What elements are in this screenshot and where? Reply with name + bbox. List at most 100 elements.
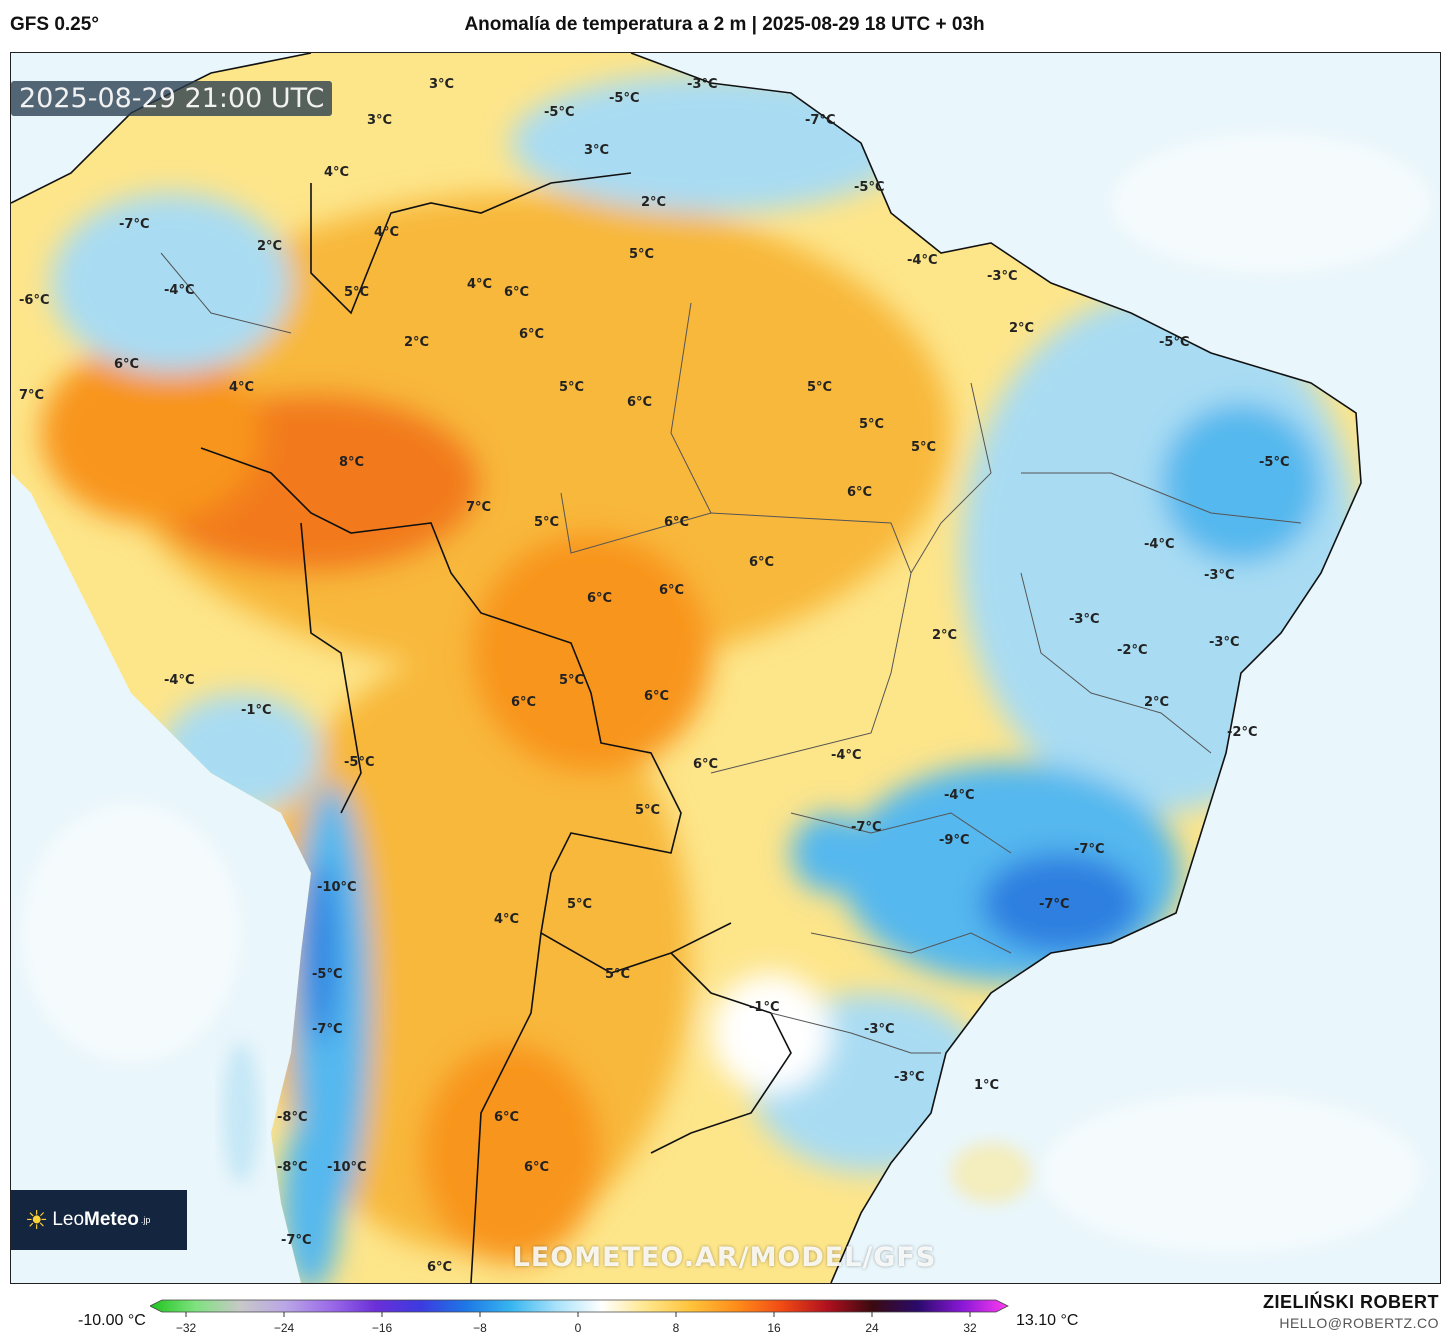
logo-brand-light: Leo	[52, 1209, 85, 1230]
state-borders	[160, 252, 1302, 1054]
contour-label: -7°C	[851, 820, 881, 835]
contour-label: 2°C	[257, 239, 282, 254]
contour-label: 6°C	[644, 689, 669, 704]
logo-brand-bold: Meteo	[84, 1209, 139, 1230]
contour-label: 4°C	[324, 165, 349, 180]
contour-label: -5°C	[1259, 455, 1289, 470]
contour-label: 5°C	[635, 803, 660, 818]
contour-label: 5°C	[629, 247, 654, 262]
contour-label: 7°C	[466, 500, 491, 515]
contour-label: 5°C	[859, 417, 884, 432]
contour-label: -5°C	[344, 755, 374, 770]
colorbar: −32 −24 −16 −8 0 8 16 24 32	[150, 1299, 1009, 1335]
colorbar-tick-label: 8	[673, 1321, 680, 1335]
colorbar-ticks: −32 −24 −16 −8 0 8 16 24 32	[176, 1312, 977, 1335]
contour-label: -5°C	[854, 180, 884, 195]
contour-label: -3°C	[864, 1022, 894, 1037]
temperature-anomaly-map: 3°C -3°C -5°C -5°C -7°C 3°C 3°C -5°C 4°C 2°C 4°C -7…	[10, 52, 1441, 1284]
contour-label: 3°C	[367, 113, 392, 128]
contour-label: -1°C	[749, 1000, 779, 1015]
contour-label: 5°C	[605, 967, 630, 982]
contour-label: -2°C	[1117, 643, 1147, 658]
colorbar-tick-label: −32	[176, 1321, 197, 1335]
author-name: ZIELIŃSKI ROBERT	[1262, 1292, 1439, 1312]
contour-label: 2°C	[641, 195, 666, 210]
contour-label: 6°C	[511, 695, 536, 710]
contour-label: -4°C	[1144, 537, 1174, 552]
contour-label: -8°C	[277, 1160, 307, 1175]
contour-label: -10°C	[317, 880, 357, 895]
contour-label: 6°C	[519, 327, 544, 342]
colorbar-max-label: 13.10 °C	[1016, 1312, 1079, 1329]
contour-label: -7°C	[281, 1233, 311, 1248]
colorbar-tick-label: −16	[372, 1321, 393, 1335]
contour-label: -4°C	[907, 253, 937, 268]
valid-time-badge: 2025-08-29 21:00 UTC	[11, 81, 333, 116]
contour-label: -6°C	[19, 293, 49, 308]
contour-label: -7°C	[805, 113, 835, 128]
contour-label: 5°C	[559, 380, 584, 395]
map-title: Anomalía de temperatura a 2 m | 2025-08-…	[464, 14, 985, 35]
contour-label: -2°C	[1227, 725, 1257, 740]
contour-label: -7°C	[312, 1022, 342, 1037]
contour-label: -7°C	[119, 217, 149, 232]
contour-label: -3°C	[1209, 635, 1239, 650]
contour-label: 6°C	[587, 591, 612, 606]
leometeo-logo: ☀ Leo Meteo .jp	[11, 1190, 187, 1250]
contour-label: 4°C	[229, 380, 254, 395]
contour-label: 4°C	[374, 225, 399, 240]
contour-label-layer: 3°C -3°C -5°C -5°C -7°C 3°C 3°C -5°C 4°C 2°C 4°C -7…	[19, 77, 1289, 1275]
contour-label: 6°C	[524, 1160, 549, 1175]
contour-label: 8°C	[339, 455, 364, 470]
contour-label: 3°C	[584, 143, 609, 158]
colorbar-tick-label: 16	[767, 1321, 781, 1335]
contour-label: 5°C	[807, 380, 832, 395]
contour-label: 3°C	[429, 77, 454, 92]
contour-label: 4°C	[494, 912, 519, 927]
contour-label: 6°C	[427, 1260, 452, 1275]
contour-label: -3°C	[1204, 568, 1234, 583]
contour-label: -8°C	[277, 1110, 307, 1125]
map-canvas: 3°C -3°C -5°C -5°C -7°C 3°C 3°C -5°C 4°C 2°C 4°C -7…	[11, 53, 1440, 1283]
contour-label: -3°C	[987, 269, 1017, 284]
colorbar-tick-label: 0	[575, 1321, 582, 1335]
contour-label: -7°C	[1074, 842, 1104, 857]
source-watermark: LEOMETEO.AR/MODEL/GFS	[512, 1242, 937, 1273]
contour-label: -9°C	[939, 833, 969, 848]
contour-label: -5°C	[1159, 335, 1189, 350]
contour-label: 2°C	[932, 628, 957, 643]
contour-label: -3°C	[687, 77, 717, 92]
contour-label: 5°C	[567, 897, 592, 912]
model-name: GFS 0.25°	[10, 14, 99, 35]
author-email: HELLO@ROBERTZ.CO	[1279, 1315, 1439, 1331]
contour-label: 1°C	[974, 1078, 999, 1093]
contour-label: 6°C	[664, 515, 689, 530]
contour-label: 6°C	[627, 395, 652, 410]
contour-label: 4°C	[467, 277, 492, 292]
colorbar-ramp	[150, 1299, 1009, 1313]
contour-label: -3°C	[894, 1070, 924, 1085]
contour-label: -7°C	[1039, 897, 1069, 912]
contour-label: -1°C	[241, 703, 271, 718]
colorbar-tick-label: 32	[963, 1321, 977, 1335]
contour-label: -4°C	[831, 748, 861, 763]
contour-label: 6°C	[693, 757, 718, 772]
contour-label: 6°C	[114, 357, 139, 372]
contour-label: 6°C	[749, 555, 774, 570]
contour-label: 5°C	[344, 285, 369, 300]
contour-label: 2°C	[1144, 695, 1169, 710]
logo-suffix: .jp	[140, 1215, 151, 1225]
contour-label: 5°C	[911, 440, 936, 455]
contour-label: -4°C	[164, 283, 194, 298]
contour-label: 5°C	[559, 673, 584, 688]
contour-label: 2°C	[404, 335, 429, 350]
contour-label: -5°C	[544, 105, 574, 120]
contour-label: 6°C	[504, 285, 529, 300]
contour-label: -4°C	[944, 788, 974, 803]
colorbar-tick-label: −24	[274, 1321, 295, 1335]
contour-label: -5°C	[609, 91, 639, 106]
contour-label: -5°C	[312, 967, 342, 982]
colorbar-tick-label: 24	[865, 1321, 879, 1335]
sun-icon: ☀	[25, 1204, 49, 1235]
colorbar-tick-label: −8	[473, 1321, 487, 1335]
